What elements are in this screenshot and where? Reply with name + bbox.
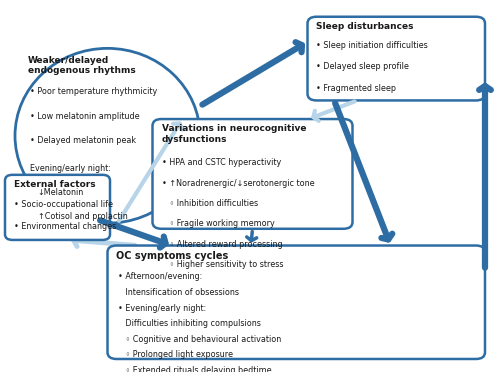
Text: • Fragmented sleep: • Fragmented sleep: [316, 84, 396, 93]
Text: ◦ Cognitive and behavioural activation: ◦ Cognitive and behavioural activation: [118, 335, 282, 344]
Text: OC symptoms cycles: OC symptoms cycles: [116, 251, 229, 261]
Text: • Afternoon/evening:: • Afternoon/evening:: [118, 272, 203, 281]
Text: • Environmental changes: • Environmental changes: [14, 222, 116, 231]
Text: Sleep disturbances: Sleep disturbances: [316, 22, 414, 31]
Text: Evening/early night:: Evening/early night:: [30, 164, 111, 173]
Text: ◦ Fragile working memory: ◦ Fragile working memory: [162, 219, 274, 228]
FancyBboxPatch shape: [308, 17, 485, 100]
Text: ↓Melatonin: ↓Melatonin: [38, 188, 84, 197]
Text: ◦ Prolonged light exposure: ◦ Prolonged light exposure: [118, 350, 234, 359]
Text: ◦ Altered reward processing: ◦ Altered reward processing: [162, 240, 282, 249]
Text: • Socio-occupational life: • Socio-occupational life: [14, 200, 113, 209]
Text: • Poor temperature rhythmicity: • Poor temperature rhythmicity: [30, 87, 157, 96]
Text: External factors: External factors: [14, 180, 96, 189]
Text: ◦ Inhibition difficulties: ◦ Inhibition difficulties: [162, 199, 258, 208]
Text: • HPA and CSTC hyperactivity: • HPA and CSTC hyperactivity: [162, 158, 281, 167]
FancyBboxPatch shape: [5, 175, 110, 240]
Text: Weaker/delayed
endogenous rhythms: Weaker/delayed endogenous rhythms: [28, 56, 135, 75]
FancyBboxPatch shape: [152, 119, 352, 229]
Text: ↑Cotisol and prolactin: ↑Cotisol and prolactin: [38, 212, 127, 221]
Text: • Evening/early night:: • Evening/early night:: [118, 304, 207, 312]
Text: • Delayed melatonin peak: • Delayed melatonin peak: [30, 136, 136, 145]
Text: ◦ Extended rituals delaying bedtime: ◦ Extended rituals delaying bedtime: [118, 366, 272, 372]
Text: • Delayed sleep profile: • Delayed sleep profile: [316, 62, 410, 71]
Text: Variations in neurocognitive
dysfunctions: Variations in neurocognitive dysfunction…: [162, 124, 306, 144]
Text: Intensification of obsessions: Intensification of obsessions: [118, 288, 240, 297]
Text: • Sleep initiation difficulties: • Sleep initiation difficulties: [316, 41, 428, 50]
Text: ◦ Higher sensitivity to stress: ◦ Higher sensitivity to stress: [162, 260, 283, 269]
Text: • ↑Noradrenergic/↓serotonergic tone: • ↑Noradrenergic/↓serotonergic tone: [162, 179, 314, 187]
FancyBboxPatch shape: [108, 246, 485, 359]
Text: • Low melatonin amplitude: • Low melatonin amplitude: [30, 112, 140, 121]
Text: Difficulties inhibiting compulsions: Difficulties inhibiting compulsions: [118, 319, 262, 328]
Ellipse shape: [15, 48, 200, 223]
